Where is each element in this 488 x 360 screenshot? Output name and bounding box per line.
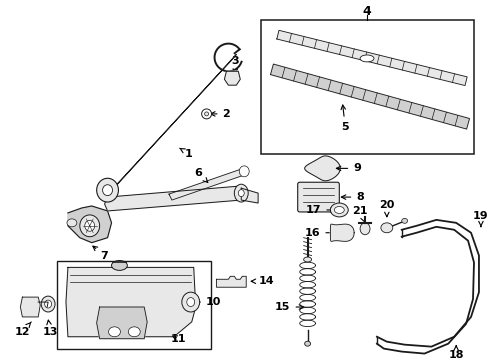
FancyBboxPatch shape [297,182,339,212]
Ellipse shape [80,215,100,237]
Ellipse shape [234,184,248,202]
Ellipse shape [401,219,407,223]
Polygon shape [111,54,236,190]
Ellipse shape [239,166,249,177]
Text: 3: 3 [231,57,239,73]
Polygon shape [66,267,195,337]
Polygon shape [216,276,245,287]
Bar [261,20,473,153]
Polygon shape [104,186,244,211]
Text: 5: 5 [340,105,348,132]
Polygon shape [304,156,340,181]
Text: 12: 12 [15,322,31,337]
Text: 18: 18 [447,346,463,360]
Polygon shape [68,206,111,243]
Text: 21: 21 [352,206,367,222]
Ellipse shape [108,327,120,337]
Text: 9: 9 [336,163,360,174]
Polygon shape [224,71,240,85]
Polygon shape [330,224,353,241]
Ellipse shape [44,300,52,308]
Text: 6: 6 [194,168,207,183]
Ellipse shape [41,296,55,312]
Ellipse shape [102,185,112,195]
Ellipse shape [204,112,208,116]
Text: 17: 17 [305,205,335,215]
Ellipse shape [67,219,77,227]
Text: 4: 4 [362,5,371,18]
Ellipse shape [238,190,244,197]
Polygon shape [97,307,147,339]
Ellipse shape [84,220,95,231]
Text: 15: 15 [275,302,303,312]
Polygon shape [169,168,245,200]
Text: 10: 10 [194,297,221,307]
Ellipse shape [330,203,347,217]
Text: 14: 14 [251,276,273,286]
Ellipse shape [97,178,118,202]
Ellipse shape [303,257,311,262]
Polygon shape [241,188,258,203]
Text: 13: 13 [42,320,58,337]
Polygon shape [276,30,466,86]
Text: 16: 16 [304,228,335,238]
Text: 19: 19 [472,211,488,226]
Ellipse shape [304,341,310,346]
Ellipse shape [182,292,199,312]
Ellipse shape [334,207,344,213]
Ellipse shape [359,55,373,62]
Text: 2: 2 [210,109,230,119]
Ellipse shape [186,298,194,306]
Ellipse shape [359,223,369,235]
Text: 1: 1 [179,148,192,158]
Polygon shape [20,297,40,317]
Text: 11: 11 [171,334,186,344]
Text: 8: 8 [341,192,363,202]
Polygon shape [270,64,468,129]
Ellipse shape [201,109,211,119]
Bar [57,261,210,348]
Ellipse shape [111,261,127,270]
Ellipse shape [380,223,392,233]
Ellipse shape [128,327,140,337]
Text: 20: 20 [378,200,394,217]
Text: 7: 7 [93,246,108,261]
